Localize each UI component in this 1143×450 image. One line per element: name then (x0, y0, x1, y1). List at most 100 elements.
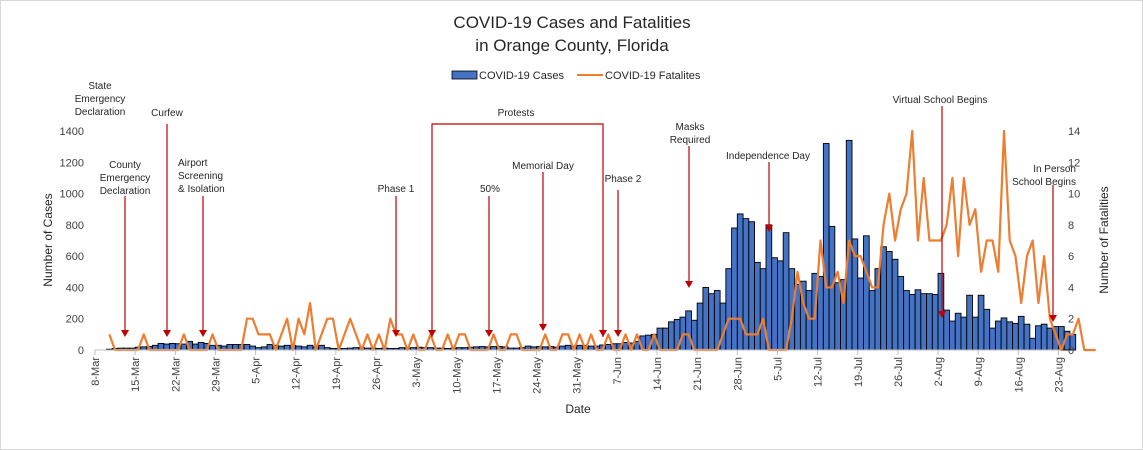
x-tick-label: 10-May (451, 357, 463, 394)
y2-tick-label: 12 (1068, 157, 1080, 169)
cases-bar (834, 282, 842, 351)
annotation-arrowhead-icon (392, 330, 400, 337)
cases-bar (903, 290, 910, 351)
cases-bar (926, 293, 933, 351)
annotation-masks-required: Masks Required (670, 122, 711, 146)
cases-bar (754, 261, 761, 351)
chart-title: COVID-19 Cases and Fatalities in Orange … (453, 13, 690, 55)
legend-swatch-cases (451, 70, 478, 80)
cases-bar (708, 293, 715, 351)
cases-bar (777, 260, 784, 351)
cases-bar (1017, 315, 1025, 351)
annotation-label: Airport (178, 158, 208, 169)
cases-bar (1035, 325, 1042, 351)
annotation-label: Memorial Day (512, 161, 574, 172)
annotation-in-person-school-begins: In Person School Begins (1012, 164, 1076, 188)
cases-bar (731, 227, 738, 351)
x-tick-label: 28-Jun (732, 357, 744, 391)
y2-tick-label: 8 (1068, 220, 1074, 232)
cases-bar (306, 344, 314, 351)
cases-bar (822, 143, 830, 351)
cases-bar (604, 344, 612, 351)
legend: COVID-19 Cases COVID-19 Fatalites (451, 70, 701, 82)
annotation-protests: Protests (498, 108, 535, 119)
y-tick-label: 1400 (60, 126, 84, 138)
cases-bar (782, 232, 790, 351)
cases-bar (243, 344, 251, 351)
x-tick-label: 9-Aug (973, 357, 985, 386)
x-tick-label: 16-Aug (1013, 357, 1025, 392)
annotation-arrowhead-icon (199, 330, 207, 337)
x-tick-label: 17-May (491, 357, 503, 394)
cases-bar (559, 345, 566, 351)
cases-bar (1012, 322, 1019, 351)
cases-bar (943, 309, 950, 351)
annotation-phase-1: Phase 1 (378, 184, 415, 195)
annotation-label: 50% (480, 184, 500, 195)
cases-bar (954, 312, 962, 351)
annotation-independence-day: Independence Day (726, 151, 810, 162)
cases-bar (748, 221, 755, 351)
cases-bar (880, 246, 887, 351)
annotation-county-emergency-declaration: County Emergency Declaration (100, 160, 151, 197)
cases-bar (587, 345, 595, 351)
annotation-label: Screening (178, 171, 223, 182)
cases-bar (972, 316, 979, 351)
annotation-label: School Begins (1012, 177, 1076, 188)
annotation-arrowhead-icon (539, 324, 547, 331)
annotation-label: Phase 2 (605, 174, 642, 185)
cases-bar (295, 345, 302, 351)
cases-bar (805, 290, 813, 351)
x-tick-label: 26-Jul (893, 357, 905, 387)
cases-bar (736, 213, 744, 351)
x-tick-label: 29-Mar (210, 357, 222, 392)
annotation-label: Declaration (75, 107, 126, 118)
cases-bar (920, 293, 928, 351)
x-tick-label: 3-May (411, 357, 423, 388)
annotation-label: & Isolation (178, 184, 225, 195)
annotation-arrowhead-icon (685, 281, 693, 288)
cases-bar (318, 344, 325, 351)
cases-bar (249, 345, 257, 351)
cases-bar (891, 258, 899, 351)
legend-label-cases: COVID-19 Cases (479, 70, 564, 82)
annotation-label: Protests (498, 108, 535, 119)
cases-bar (949, 320, 956, 351)
cases-bar (1046, 327, 1054, 351)
cases-bar (1000, 317, 1008, 351)
annotation-arrowhead-icon (163, 330, 171, 337)
x-tick-label: 23-Aug (1053, 357, 1065, 392)
annotation-arrowhead-icon (938, 311, 946, 318)
cases-bar (1006, 321, 1014, 351)
chart-title-line-1: COVID-19 Cases and Fatalities (453, 13, 690, 32)
x-tick-label: 21-Jun (692, 357, 704, 391)
cases-bar (564, 344, 572, 351)
cases-bar (283, 344, 291, 351)
annotation-phase-2: Phase 2 (605, 174, 642, 185)
annotation-label: Virtual School Begins (893, 95, 988, 106)
annotation-arrowhead-icon (121, 330, 129, 337)
cases-bar (960, 316, 968, 351)
annotation-label: In Person (1033, 164, 1076, 175)
annotation-arrowhead-icon (428, 330, 436, 337)
legend-label-fatalities: COVID-19 Fatalites (605, 70, 701, 82)
y-tick-label: 1200 (60, 157, 84, 169)
cases-bar (668, 321, 675, 351)
annotation-memorial-day: Memorial Day (512, 161, 574, 172)
x-tick-label: 2-Aug (933, 357, 945, 386)
cases-bar (994, 320, 1002, 351)
protests-bracket (431, 123, 604, 337)
annotation-label: Curfew (151, 108, 183, 119)
x-tick-label: 5-Apr (251, 357, 263, 384)
axes: 8-Mar 15-Mar 22-Mar 29-Mar 5-Apr 12-Apr 19-Apr… (60, 126, 1081, 394)
annotation-arrowhead-icon (485, 330, 493, 337)
cases-bar (662, 327, 669, 351)
annotation-airport-screening-isolation: Airport Screening & Isolation (178, 158, 225, 195)
cases-bar (908, 294, 916, 351)
cases-bar (702, 286, 710, 351)
annotation-label: Declaration (100, 186, 151, 197)
y2-tick-label: 2 (1068, 314, 1074, 326)
cases-bar (725, 268, 733, 351)
annotation-arrowhead-icon (614, 330, 622, 337)
